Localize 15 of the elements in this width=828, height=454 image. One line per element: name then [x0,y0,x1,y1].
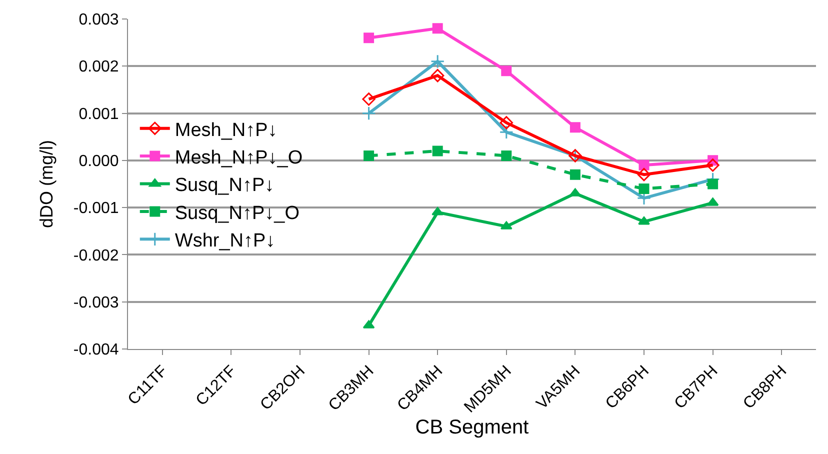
y-tick-label: -0.004 [73,342,119,359]
legend-label: Wshr_N↑P↓ [174,230,276,252]
y-tick-label: -0.002 [73,247,119,264]
y-tick-label: 0.002 [78,58,119,76]
y-axis-title: dDO (mg/l) [36,140,57,228]
legend-label: Susq_N↑P↓_O [174,202,300,224]
y-tick-label: 0.003 [78,12,119,29]
legend-label: Mesh_N↑P↓_O [174,147,303,168]
x-axis-title: CB Segment [415,416,530,439]
y-tick-label: -0.001 [73,200,119,218]
y-tick-label: 0.001 [78,106,119,123]
y-tick-label: -0.003 [73,294,119,312]
y-tick-label: 0.000 [78,153,119,170]
legend-label: Susq_N↑P↓ [174,175,274,196]
legend-label: Mesh_N↑P↓ [174,120,278,141]
